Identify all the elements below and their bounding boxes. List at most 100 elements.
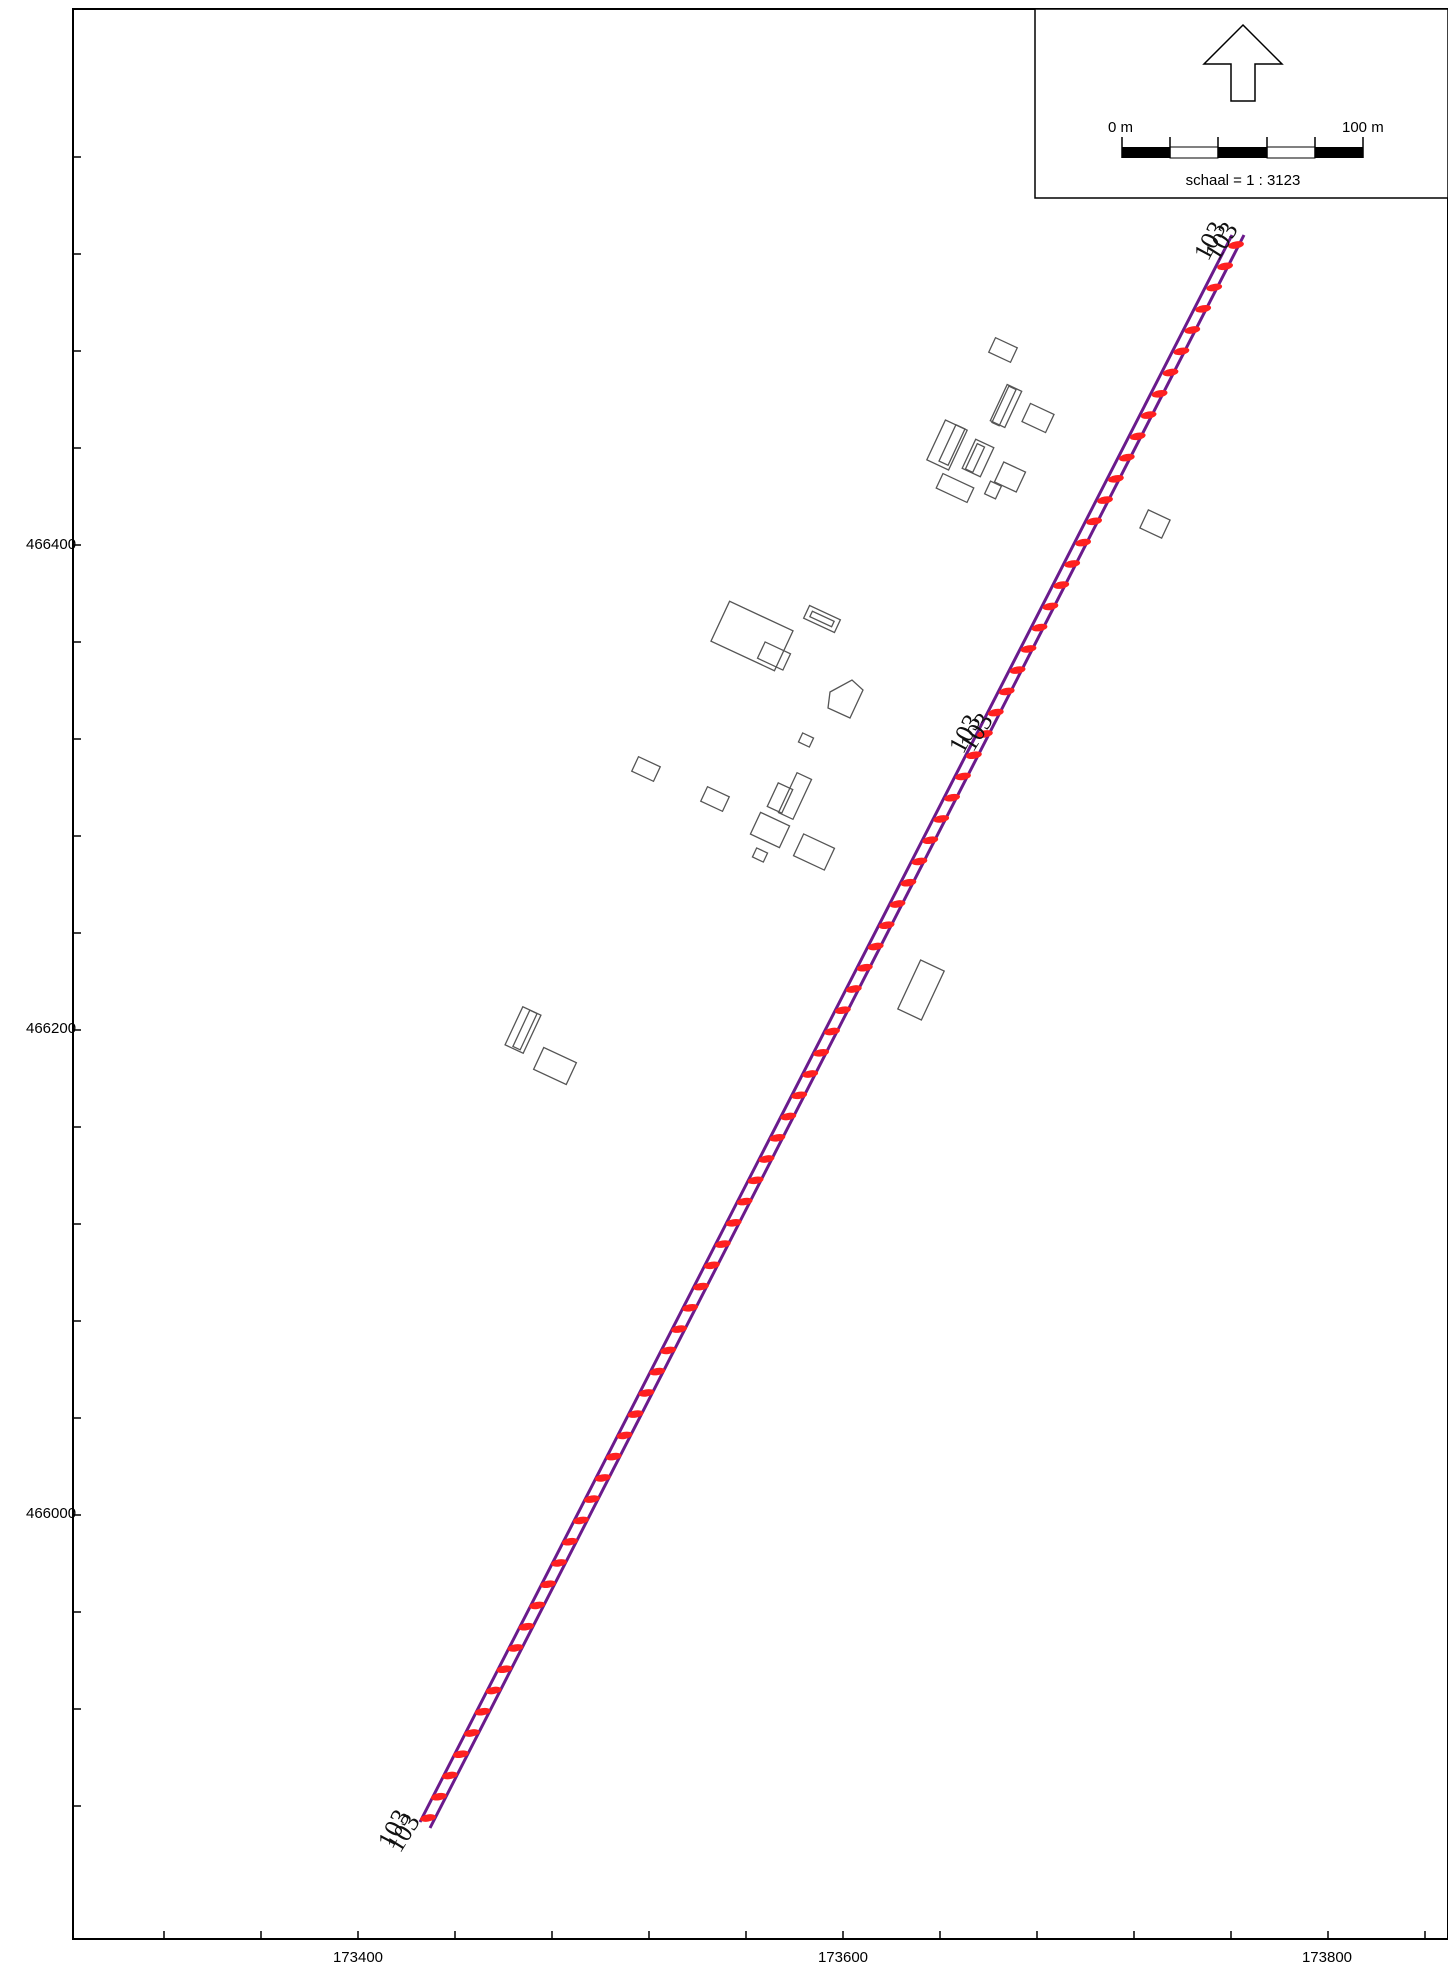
route-point xyxy=(441,1771,458,1780)
route-point xyxy=(856,963,873,972)
scale-start-label: 0 m xyxy=(1108,119,1133,136)
route-point xyxy=(976,730,993,738)
route-point xyxy=(736,1197,753,1206)
route-point xyxy=(507,1644,524,1652)
route-point xyxy=(1173,347,1190,356)
buildings-layer xyxy=(504,336,1171,1086)
route-point xyxy=(540,1580,557,1589)
y-tick-label: 466000 xyxy=(26,1505,76,1522)
scale-ratio-text: schaal = 1 : 3123 xyxy=(1186,172,1301,189)
route-point xyxy=(1009,666,1026,674)
x-tick-label: 173600 xyxy=(818,1949,868,1966)
scale-end-label: 100 m xyxy=(1342,119,1384,136)
y-axis-ticks xyxy=(73,156,81,1807)
route-103[interactable] xyxy=(418,234,1246,1829)
route-point xyxy=(802,1070,819,1078)
route-point xyxy=(758,1155,775,1163)
building xyxy=(808,610,836,628)
route-point xyxy=(682,1303,699,1312)
route-point xyxy=(1086,517,1103,526)
route-point xyxy=(561,1537,578,1546)
building xyxy=(797,732,815,748)
building xyxy=(935,472,975,504)
map-frame xyxy=(72,8,1448,1940)
legend-box: 0 m 100 m schaal = 1 : 3123 xyxy=(1034,8,1448,199)
x-tick-label: 173400 xyxy=(333,1949,383,1966)
x-tick-label: 173800 xyxy=(1302,1949,1352,1966)
route-point xyxy=(529,1601,546,1610)
route-point xyxy=(496,1665,513,1674)
building xyxy=(751,847,769,863)
route-point xyxy=(518,1622,535,1631)
route-point xyxy=(769,1133,786,1142)
route-point xyxy=(1140,411,1157,419)
route-point xyxy=(911,857,928,866)
route-point xyxy=(1151,389,1168,398)
building xyxy=(630,755,662,783)
building xyxy=(699,785,731,813)
building xyxy=(964,442,986,474)
y-tick-label: 466400 xyxy=(26,536,76,553)
route-point xyxy=(1097,496,1113,504)
route-point xyxy=(583,1495,600,1503)
route-point xyxy=(1031,623,1048,632)
route-point xyxy=(878,921,895,930)
route-point xyxy=(813,1048,830,1057)
route-point xyxy=(474,1707,491,1716)
scale-segment xyxy=(1218,147,1267,158)
scale-bar: 0 m 100 m schaal = 1 : 3123 xyxy=(1108,119,1384,189)
route-point xyxy=(1020,645,1037,653)
route-point xyxy=(616,1431,633,1440)
building xyxy=(983,480,1003,500)
route-point xyxy=(933,815,950,823)
building xyxy=(532,1046,578,1086)
route-point xyxy=(452,1750,469,1759)
route-point xyxy=(594,1474,611,1482)
route-point xyxy=(1118,453,1135,462)
route-point xyxy=(1107,474,1124,483)
building xyxy=(991,385,1017,427)
route-point xyxy=(791,1091,808,1100)
scale-segment xyxy=(1315,147,1363,158)
route-point xyxy=(463,1729,480,1737)
route-point xyxy=(1184,326,1201,334)
building xyxy=(987,336,1019,364)
route-point xyxy=(1129,432,1146,441)
route-point xyxy=(430,1792,447,1801)
route-point xyxy=(900,878,917,887)
route-point xyxy=(638,1389,655,1397)
route-point xyxy=(1064,560,1081,568)
building xyxy=(827,679,864,719)
route-point xyxy=(998,687,1015,696)
building xyxy=(756,641,792,671)
route-point xyxy=(1042,602,1059,611)
route-point xyxy=(824,1027,840,1036)
building xyxy=(938,423,966,467)
building xyxy=(989,383,1023,429)
route-point xyxy=(955,772,971,781)
route-point xyxy=(965,751,982,760)
route-point xyxy=(944,793,961,802)
route-points xyxy=(420,241,1244,1822)
building xyxy=(777,771,813,821)
building xyxy=(749,811,791,849)
route-point xyxy=(1206,283,1223,292)
route-point xyxy=(605,1452,622,1461)
route-point xyxy=(627,1410,644,1418)
building xyxy=(993,461,1027,493)
route-point xyxy=(1162,368,1179,377)
building xyxy=(766,781,794,815)
route-point xyxy=(420,1814,436,1822)
route-point xyxy=(867,942,884,951)
route-point xyxy=(660,1346,677,1355)
x-axis-ticks xyxy=(163,1931,1426,1939)
route-point xyxy=(1053,581,1070,589)
building xyxy=(1139,509,1171,539)
route-point xyxy=(1075,538,1092,547)
route-point xyxy=(485,1686,502,1695)
route-point xyxy=(551,1559,567,1567)
building xyxy=(896,959,946,1021)
route-point xyxy=(725,1218,742,1227)
route-point xyxy=(649,1367,666,1376)
